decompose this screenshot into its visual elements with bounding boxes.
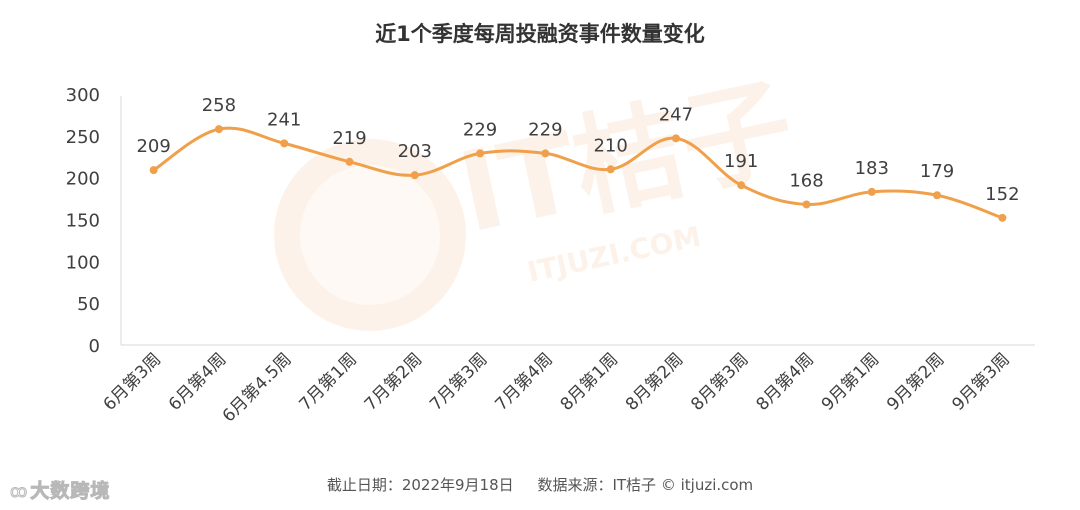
data-label: 229 (528, 119, 562, 140)
x-tick-label: 6月第3周 (100, 349, 166, 415)
x-tick-label: 7月第2周 (361, 349, 427, 415)
data-label: 241 (267, 109, 301, 130)
data-label: 247 (659, 104, 693, 125)
brand-text: 大数跨境 (30, 480, 111, 503)
y-tick-label: 150 (66, 211, 100, 232)
x-tick-label: 7月第4周 (491, 349, 557, 415)
data-point (541, 149, 550, 158)
data-point (802, 200, 811, 209)
y-tick-label: 100 (66, 252, 100, 273)
y-tick-label: 250 (66, 127, 100, 148)
y-tick-label: 200 (66, 169, 100, 190)
x-tick-label: 7月第1周 (296, 349, 362, 415)
data-label: 168 (789, 170, 823, 191)
y-tick-label: 0 (89, 336, 100, 357)
data-label: 203 (398, 141, 432, 162)
data-label: 229 (463, 119, 497, 140)
data-label: 152 (985, 184, 1019, 205)
data-point (345, 157, 354, 166)
data-point (280, 139, 289, 148)
x-tick-label: 8月第4周 (753, 349, 819, 415)
data-label: 183 (855, 158, 889, 179)
brand-badge: ꝏ 大数跨境 (9, 476, 111, 503)
watermark-orange-logo (274, 139, 466, 331)
x-tick-label: 6月第4周 (165, 349, 231, 415)
x-tick-label: 9月第1周 (818, 349, 884, 415)
data-point (476, 149, 485, 158)
data-point (671, 134, 680, 143)
data-point (606, 165, 615, 174)
data-point (933, 191, 942, 200)
data-point (737, 181, 746, 190)
chart-title: 近1个季度每周投融资事件数量变化 (375, 22, 705, 46)
data-labels: 209 258 241 219 203 229 229 210 247 191 168 183 179 1… (136, 95, 1019, 205)
x-tick-label: 8月第2周 (622, 349, 688, 415)
y-axis-ticks: 0 50 100 150 200 250 300 (66, 85, 100, 357)
data-label: 219 (332, 128, 366, 149)
x-tick-label: 9月第2周 (883, 349, 949, 415)
data-label: 179 (920, 161, 954, 182)
y-tick-label: 50 (77, 294, 100, 315)
x-tick-label: 6月第4.5周 (219, 349, 296, 426)
data-point (214, 125, 223, 134)
y-tick-label: 300 (66, 85, 100, 106)
x-tick-label: 8月第3周 (687, 349, 753, 415)
data-point (149, 166, 158, 175)
footer-source: 截止日期：2022年9月18日 数据来源：IT桔子 © itjuzi.com (326, 476, 754, 494)
data-label: 209 (136, 136, 170, 157)
weibo-icon: ꝏ (9, 482, 29, 503)
data-point (867, 187, 876, 196)
x-tick-label: 9月第3周 (948, 349, 1014, 415)
data-label: 258 (202, 95, 236, 116)
data-point (410, 171, 419, 180)
watermark: IT桔子 ITJUZI.COM (274, 62, 804, 331)
series-line (152, 126, 1003, 220)
x-tick-label: 8月第1周 (557, 349, 623, 415)
data-label: 210 (593, 135, 627, 156)
data-point (998, 213, 1007, 222)
x-tick-label: 7月第3周 (426, 349, 492, 415)
data-label: 191 (724, 151, 758, 172)
data-points (149, 125, 1007, 222)
